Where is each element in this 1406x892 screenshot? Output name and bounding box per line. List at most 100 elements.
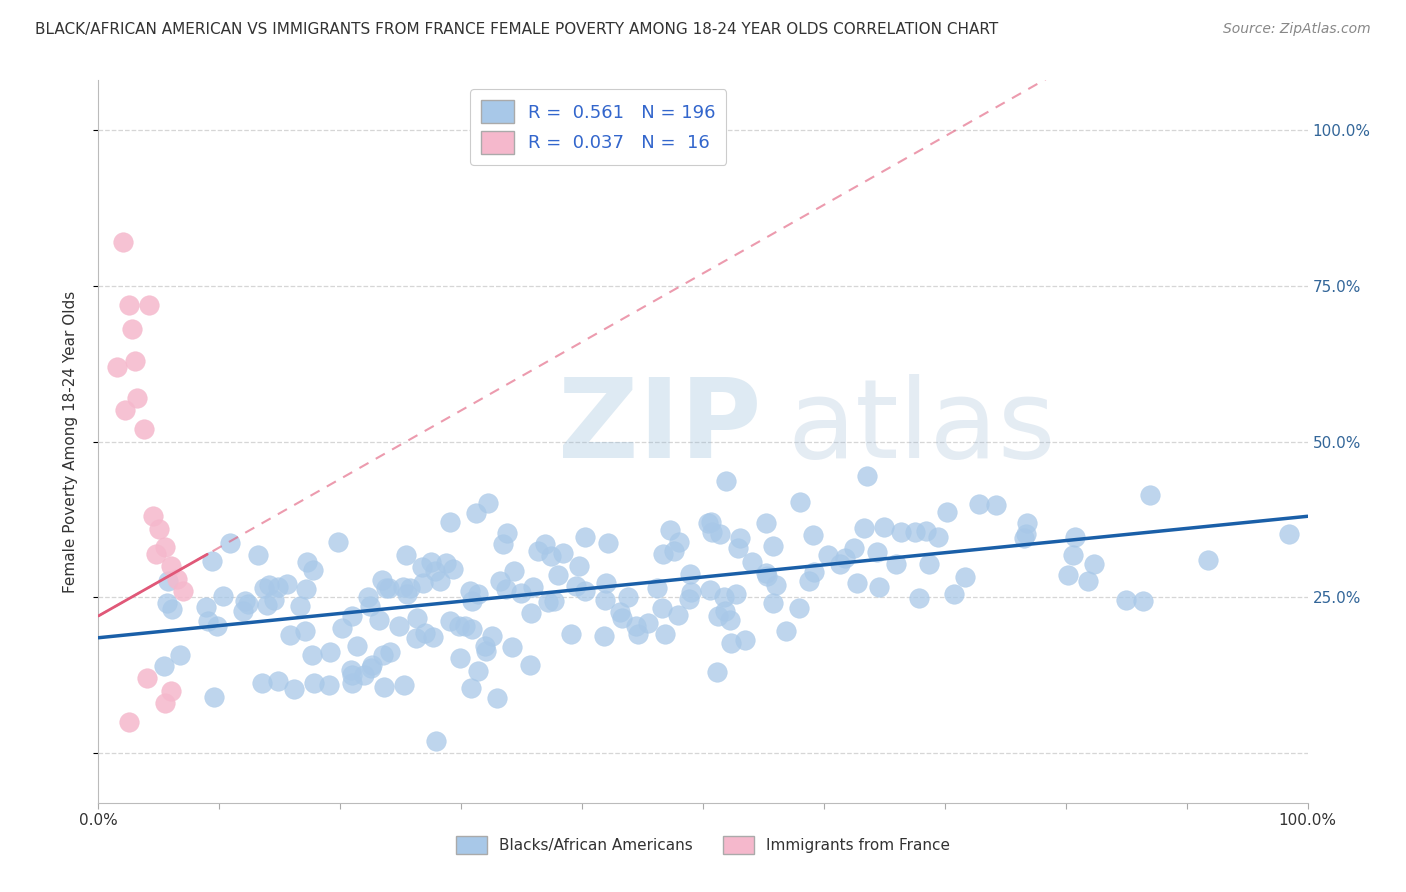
Point [118, 297, 141, 311]
Point [373, 648, 395, 662]
Point [1197, 553, 1219, 567]
Point [266, 674, 288, 689]
Point [637, 616, 659, 631]
Point [574, 530, 596, 544]
Point [547, 567, 569, 582]
Point [537, 595, 560, 609]
Point [803, 566, 825, 580]
Point [166, 572, 188, 586]
Point [866, 545, 889, 559]
Point [256, 599, 278, 613]
Point [148, 522, 170, 536]
Point [801, 528, 824, 542]
Point [405, 631, 427, 645]
Point [405, 611, 427, 625]
Point [706, 665, 728, 679]
Point [425, 733, 447, 747]
Point [617, 590, 640, 604]
Point [340, 663, 363, 677]
Point [422, 630, 444, 644]
Point [755, 516, 778, 531]
Point [145, 547, 167, 561]
Point [124, 353, 146, 368]
Point [727, 541, 749, 555]
Point [276, 577, 298, 591]
Point [207, 619, 229, 633]
Point [373, 681, 395, 695]
Point [138, 297, 160, 311]
Point [765, 578, 787, 592]
Point [492, 537, 515, 551]
Point [1014, 531, 1036, 545]
Point [353, 667, 375, 681]
Point [651, 547, 673, 561]
Point [595, 575, 617, 590]
Point [454, 619, 477, 633]
Point [720, 635, 742, 649]
Point [278, 628, 301, 642]
Point [257, 578, 280, 592]
Point [160, 602, 183, 616]
Point [395, 548, 418, 562]
Point [678, 592, 700, 607]
Point [169, 648, 191, 662]
Point [361, 657, 384, 672]
Point [449, 619, 471, 633]
Point [534, 537, 557, 551]
Point [371, 574, 394, 588]
Point [467, 664, 489, 678]
Point [522, 580, 544, 594]
Point [441, 562, 464, 576]
Point [700, 515, 723, 529]
Point [755, 569, 778, 583]
Point [460, 681, 482, 696]
Point [668, 534, 690, 549]
Point [1077, 574, 1099, 588]
Point [734, 633, 756, 648]
Point [718, 613, 741, 627]
Point [856, 469, 879, 483]
Point [301, 648, 323, 662]
Point [465, 506, 488, 520]
Point [429, 574, 451, 588]
Point [714, 603, 737, 617]
Point [501, 640, 523, 654]
Point [574, 583, 596, 598]
Point [1015, 516, 1038, 530]
Point [565, 579, 588, 593]
Point [391, 580, 413, 594]
Point [725, 587, 748, 601]
Point [218, 536, 240, 550]
Point [853, 521, 876, 535]
Point [250, 676, 273, 690]
Point [627, 627, 650, 641]
Point [394, 678, 416, 692]
Point [121, 322, 143, 336]
Point [267, 581, 290, 595]
Point [872, 520, 894, 534]
Point [439, 615, 461, 629]
Text: ZIP: ZIP [558, 374, 761, 481]
Point [118, 714, 141, 729]
Point [346, 639, 368, 653]
Point [567, 558, 589, 573]
Point [828, 557, 851, 571]
Point [713, 590, 735, 604]
Point [359, 599, 381, 614]
Point [543, 593, 565, 607]
Point [762, 540, 785, 554]
Point [762, 596, 785, 610]
Point [413, 626, 436, 640]
Point [142, 509, 165, 524]
Point [495, 582, 517, 596]
Point [679, 567, 702, 582]
Point [1015, 527, 1038, 541]
Point [461, 594, 484, 608]
Point [238, 597, 260, 611]
Point [194, 599, 217, 614]
Point [1278, 527, 1301, 541]
Point [319, 645, 342, 659]
Point [294, 624, 316, 639]
Point [520, 606, 543, 620]
Point [942, 587, 965, 601]
